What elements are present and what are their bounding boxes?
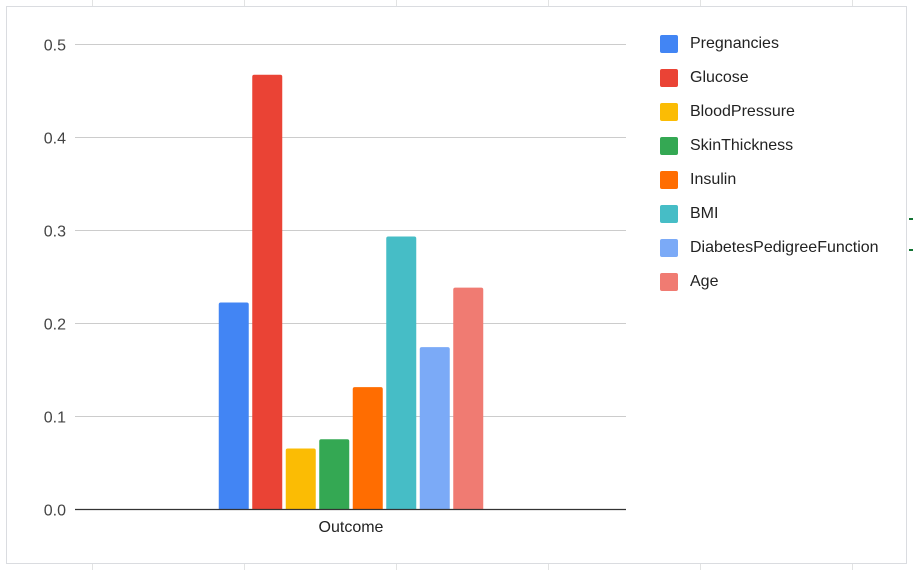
legend-swatch bbox=[660, 137, 678, 155]
y-tick-label: 0.0 bbox=[44, 503, 66, 520]
bar-pregnancies[interactable] bbox=[218, 302, 249, 509]
bar-age[interactable] bbox=[453, 287, 484, 509]
legend-item-skinthickness[interactable]: SkinThickness bbox=[660, 135, 890, 155]
legend-label: BloodPressure bbox=[690, 103, 795, 120]
legend-swatch bbox=[660, 205, 678, 223]
x-category-label: Outcome bbox=[319, 519, 384, 536]
bar-bloodpressure[interactable] bbox=[285, 448, 316, 509]
legend-item-insulin[interactable]: Insulin bbox=[660, 169, 890, 189]
legend-label: DiabetesPedigreeFunction bbox=[690, 239, 879, 256]
legend-swatch bbox=[660, 69, 678, 87]
legend-item-diabetespedigreefunction[interactable]: DiabetesPedigreeFunction bbox=[660, 237, 890, 257]
legend-label: SkinThickness bbox=[690, 137, 794, 154]
bar-glucose[interactable] bbox=[252, 74, 283, 509]
legend-item-glucose[interactable]: Glucose bbox=[660, 67, 890, 87]
cell-selection-marker bbox=[909, 249, 913, 251]
bar-diabetespedigreefunction[interactable] bbox=[419, 347, 450, 509]
legend-label: Pregnancies bbox=[690, 35, 779, 52]
legend-item-pregnancies[interactable]: Pregnancies bbox=[660, 33, 890, 53]
legend-swatch bbox=[660, 171, 678, 189]
bar-insulin[interactable] bbox=[352, 387, 383, 509]
legend-label: BMI bbox=[690, 205, 719, 222]
legend-swatch bbox=[660, 239, 678, 257]
cell-selection-marker bbox=[909, 218, 913, 220]
legend-swatch bbox=[660, 103, 678, 121]
legend-label: Age bbox=[690, 273, 719, 290]
bar-skinthickness[interactable] bbox=[319, 439, 350, 509]
y-tick-label: 0.4 bbox=[44, 131, 66, 148]
legend-label: Insulin bbox=[690, 171, 737, 188]
y-tick-label: 0.2 bbox=[44, 317, 66, 334]
bar-bmi[interactable] bbox=[386, 236, 417, 509]
legend-item-age[interactable]: Age bbox=[660, 271, 890, 291]
y-tick-label: 0.3 bbox=[44, 224, 66, 241]
y-tick-label: 0.1 bbox=[44, 410, 66, 427]
legend-swatch bbox=[660, 273, 678, 291]
legend-item-bmi[interactable]: BMI bbox=[660, 203, 890, 223]
chart-legend[interactable]: Pregnancies Glucose BloodPressure SkinThick… bbox=[660, 33, 890, 305]
y-tick-label: 0.5 bbox=[44, 38, 66, 55]
legend-label: Glucose bbox=[690, 69, 749, 86]
legend-swatch bbox=[660, 35, 678, 53]
legend-item-bloodpressure[interactable]: BloodPressure bbox=[660, 101, 890, 121]
